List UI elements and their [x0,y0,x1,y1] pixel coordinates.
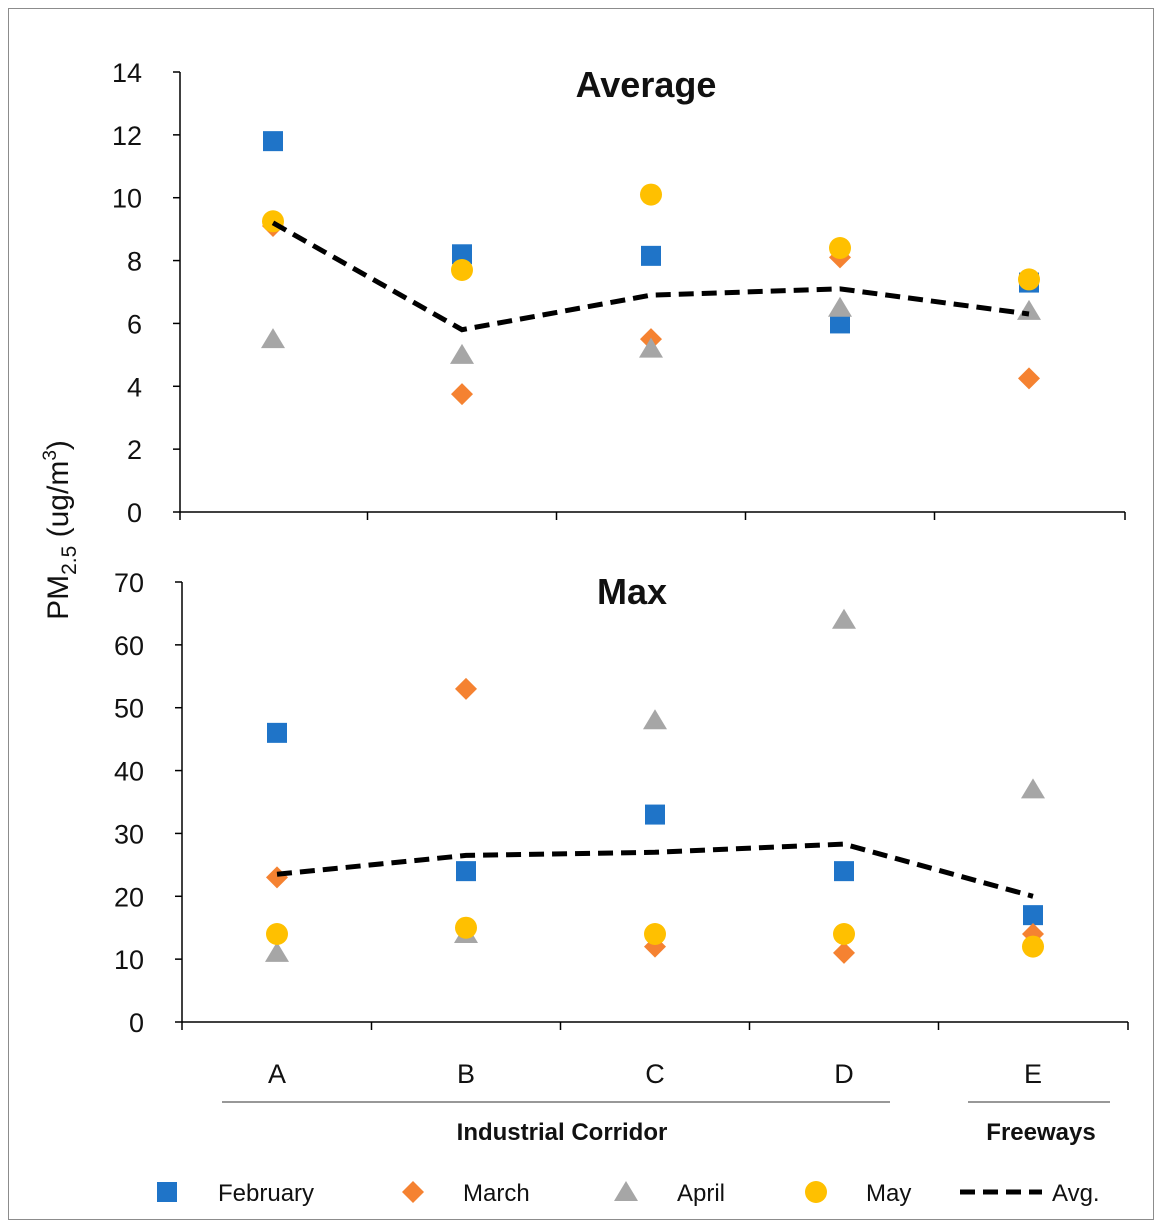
y-tick-label: 6 [127,309,142,339]
x-category-label: E [1024,1059,1042,1089]
data-point [451,259,473,281]
data-point [833,923,855,945]
avg-line [271,220,1030,333]
y-tick-label: 40 [114,757,144,787]
data-point [1017,299,1041,320]
series-april [265,608,1045,962]
legend-label: Avg. [1052,1180,1100,1207]
data-point [266,923,288,945]
series-february [267,722,1043,926]
y-tick-label: 0 [127,498,142,528]
legend-label: May [866,1180,911,1207]
data-point [450,343,474,364]
data-point [261,328,285,349]
legend-label: April [677,1180,725,1207]
data-point [640,183,662,206]
data-point [1018,367,1040,390]
data-point [1021,778,1045,799]
y-tick-label: 30 [114,819,144,849]
legend-label: March [463,1180,530,1207]
legend-item-february: February [157,1180,314,1207]
data-point [833,941,855,964]
legend-swatch [805,1181,827,1203]
data-point [451,383,473,406]
x-category-label: C [645,1059,665,1089]
y-tick-label: 20 [114,882,144,912]
group-label: Industrial Corridor [457,1119,668,1146]
data-point [265,941,289,962]
series-april [261,296,1041,364]
data-point [456,861,476,882]
data-point [643,709,667,730]
y-tick-label: 14 [112,58,142,88]
y-tick-label: 0 [129,1008,144,1038]
y-tick-label: 10 [112,184,142,214]
y-tick-label: 4 [127,372,142,402]
series-may [266,916,1044,958]
legend-swatch [157,1182,177,1202]
data-point [639,337,663,358]
data-point [455,916,477,939]
data-point [645,804,665,825]
y-tick-label: 70 [114,568,144,598]
data-point [267,722,287,743]
x-category-label: B [457,1059,475,1089]
data-point [832,608,856,629]
avg-line [276,841,1034,899]
figure-frame [8,8,1154,1220]
data-point [829,237,851,259]
data-point [266,866,288,889]
y-tick-label: 50 [114,694,144,724]
x-category-label: A [268,1059,286,1089]
legend-swatch [402,1181,424,1203]
group-label: Freeways [986,1119,1095,1146]
legend-item-avg: Avg. [960,1180,1100,1207]
series-avg [276,841,1034,899]
data-point [1023,905,1043,926]
legend-item-april: April [614,1180,725,1207]
series-avg [271,220,1030,333]
series-march [262,215,1040,406]
legend-item-march: March [402,1180,530,1207]
legend-item-may: May [805,1180,911,1207]
data-point [455,677,477,700]
y-tick-label: 2 [127,435,142,465]
series-may [262,183,1040,291]
data-point [834,861,854,882]
panel-title: Average [576,64,717,105]
data-point [452,244,472,265]
data-point [1022,935,1044,958]
panel-max: 0 10 20 30 40 50 60 70 Max [114,568,1129,1038]
legend-label: February [218,1180,314,1207]
y-tick-label: 10 [114,945,144,975]
legend-swatch [614,1181,638,1201]
series-february [263,131,1039,334]
data-point [641,245,661,266]
y-tick-label: 60 [114,631,144,661]
y-tick-label: 8 [127,247,142,277]
y-axis-label: PM2.5 (ug/m3) [40,440,81,620]
data-point [263,131,283,152]
x-category-label: D [834,1059,854,1089]
data-point [1018,268,1040,291]
data-point [830,313,850,334]
data-point [828,296,852,317]
panel-title: Max [597,571,667,612]
data-point [644,923,666,945]
panel-average: 0 2 4 6 8 10 12 14 Average [112,58,1126,528]
y-tick-label: 12 [112,121,142,151]
